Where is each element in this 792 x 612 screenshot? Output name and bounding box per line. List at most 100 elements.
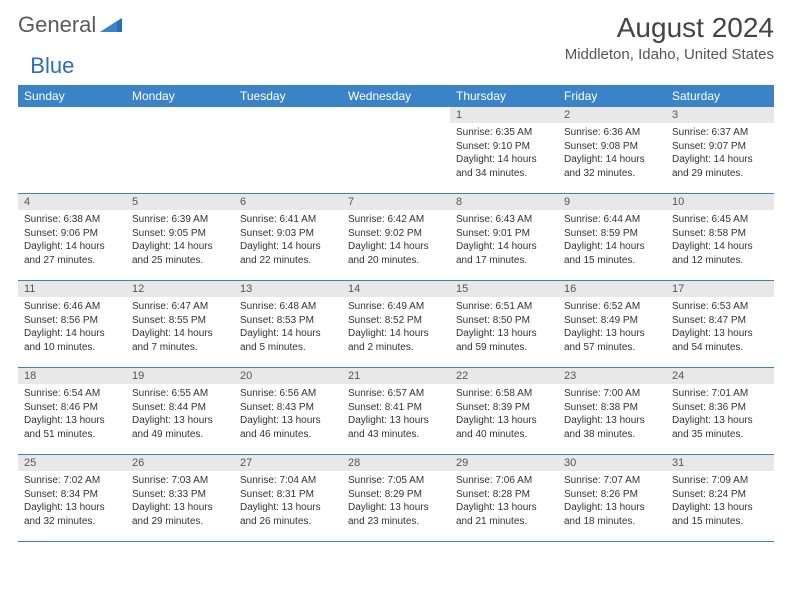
- daylight-text: Daylight: 13 hours and 18 minutes.: [564, 501, 660, 528]
- daylight-text: Daylight: 13 hours and 43 minutes.: [348, 414, 444, 441]
- day-number: 29: [450, 455, 558, 471]
- day-number: 2: [558, 107, 666, 123]
- daylight-text: Daylight: 13 hours and 15 minutes.: [672, 501, 768, 528]
- sunrise-text: Sunrise: 7:00 AM: [564, 387, 660, 401]
- sunrise-text: Sunrise: 6:42 AM: [348, 213, 444, 227]
- sunset-text: Sunset: 8:26 PM: [564, 488, 660, 502]
- day-cell: 30Sunrise: 7:07 AMSunset: 8:26 PMDayligh…: [558, 455, 666, 541]
- day-body: Sunrise: 6:58 AMSunset: 8:39 PMDaylight:…: [450, 384, 558, 444]
- week-row: 11Sunrise: 6:46 AMSunset: 8:56 PMDayligh…: [18, 280, 774, 367]
- daylight-text: Daylight: 14 hours and 25 minutes.: [132, 240, 228, 267]
- day-cell: 14Sunrise: 6:49 AMSunset: 8:52 PMDayligh…: [342, 281, 450, 367]
- day-cell: [126, 107, 234, 193]
- day-cell: [234, 107, 342, 193]
- sunrise-text: Sunrise: 6:36 AM: [564, 126, 660, 140]
- day-cell: 29Sunrise: 7:06 AMSunset: 8:28 PMDayligh…: [450, 455, 558, 541]
- day-cell: 17Sunrise: 6:53 AMSunset: 8:47 PMDayligh…: [666, 281, 774, 367]
- day-body: Sunrise: 7:05 AMSunset: 8:29 PMDaylight:…: [342, 471, 450, 531]
- day-cell: 31Sunrise: 7:09 AMSunset: 8:24 PMDayligh…: [666, 455, 774, 541]
- day-body: Sunrise: 7:04 AMSunset: 8:31 PMDaylight:…: [234, 471, 342, 531]
- day-body: Sunrise: 6:37 AMSunset: 9:07 PMDaylight:…: [666, 123, 774, 183]
- sunset-text: Sunset: 9:02 PM: [348, 227, 444, 241]
- day-number: 9: [558, 194, 666, 210]
- daylight-text: Daylight: 14 hours and 27 minutes.: [24, 240, 120, 267]
- day-number: 16: [558, 281, 666, 297]
- sunset-text: Sunset: 9:05 PM: [132, 227, 228, 241]
- sunset-text: Sunset: 8:52 PM: [348, 314, 444, 328]
- daylight-text: Daylight: 13 hours and 26 minutes.: [240, 501, 336, 528]
- day-number: 30: [558, 455, 666, 471]
- daylight-text: Daylight: 13 hours and 59 minutes.: [456, 327, 552, 354]
- day-header-row: Sunday Monday Tuesday Wednesday Thursday…: [18, 85, 774, 107]
- day-number: 22: [450, 368, 558, 384]
- daylight-text: Daylight: 14 hours and 10 minutes.: [24, 327, 120, 354]
- sunrise-text: Sunrise: 7:04 AM: [240, 474, 336, 488]
- sunset-text: Sunset: 8:43 PM: [240, 401, 336, 415]
- day-number: 21: [342, 368, 450, 384]
- sunset-text: Sunset: 9:10 PM: [456, 140, 552, 154]
- day-cell: 11Sunrise: 6:46 AMSunset: 8:56 PMDayligh…: [18, 281, 126, 367]
- sunset-text: Sunset: 8:49 PM: [564, 314, 660, 328]
- sunrise-text: Sunrise: 6:57 AM: [348, 387, 444, 401]
- day-cell: 13Sunrise: 6:48 AMSunset: 8:53 PMDayligh…: [234, 281, 342, 367]
- sunrise-text: Sunrise: 6:44 AM: [564, 213, 660, 227]
- day-body: Sunrise: 7:02 AMSunset: 8:34 PMDaylight:…: [18, 471, 126, 531]
- day-cell: 16Sunrise: 6:52 AMSunset: 8:49 PMDayligh…: [558, 281, 666, 367]
- daylight-text: Daylight: 13 hours and 35 minutes.: [672, 414, 768, 441]
- day-body: Sunrise: 6:56 AMSunset: 8:43 PMDaylight:…: [234, 384, 342, 444]
- day-cell: 25Sunrise: 7:02 AMSunset: 8:34 PMDayligh…: [18, 455, 126, 541]
- weeks-container: 1Sunrise: 6:35 AMSunset: 9:10 PMDaylight…: [18, 107, 774, 541]
- day-header-tuesday: Tuesday: [234, 85, 342, 107]
- sunrise-text: Sunrise: 6:48 AM: [240, 300, 336, 314]
- daylight-text: Daylight: 14 hours and 5 minutes.: [240, 327, 336, 354]
- day-header-saturday: Saturday: [666, 85, 774, 107]
- day-number: 31: [666, 455, 774, 471]
- daylight-text: Daylight: 14 hours and 2 minutes.: [348, 327, 444, 354]
- day-number: 1: [450, 107, 558, 123]
- day-header-wednesday: Wednesday: [342, 85, 450, 107]
- sunrise-text: Sunrise: 6:37 AM: [672, 126, 768, 140]
- day-cell: 27Sunrise: 7:04 AMSunset: 8:31 PMDayligh…: [234, 455, 342, 541]
- sunset-text: Sunset: 8:58 PM: [672, 227, 768, 241]
- day-cell: 19Sunrise: 6:55 AMSunset: 8:44 PMDayligh…: [126, 368, 234, 454]
- day-body: Sunrise: 6:35 AMSunset: 9:10 PMDaylight:…: [450, 123, 558, 183]
- week-row: 4Sunrise: 6:38 AMSunset: 9:06 PMDaylight…: [18, 193, 774, 280]
- sunset-text: Sunset: 9:07 PM: [672, 140, 768, 154]
- day-cell: 18Sunrise: 6:54 AMSunset: 8:46 PMDayligh…: [18, 368, 126, 454]
- day-body: Sunrise: 7:06 AMSunset: 8:28 PMDaylight:…: [450, 471, 558, 531]
- sunset-text: Sunset: 8:47 PM: [672, 314, 768, 328]
- day-body: Sunrise: 6:57 AMSunset: 8:41 PMDaylight:…: [342, 384, 450, 444]
- day-body: Sunrise: 6:44 AMSunset: 8:59 PMDaylight:…: [558, 210, 666, 270]
- day-number: 10: [666, 194, 774, 210]
- sunrise-text: Sunrise: 6:52 AM: [564, 300, 660, 314]
- day-cell: [342, 107, 450, 193]
- sunset-text: Sunset: 8:53 PM: [240, 314, 336, 328]
- week-row: 25Sunrise: 7:02 AMSunset: 8:34 PMDayligh…: [18, 454, 774, 541]
- day-number: 7: [342, 194, 450, 210]
- sunrise-text: Sunrise: 7:05 AM: [348, 474, 444, 488]
- day-number: 20: [234, 368, 342, 384]
- logo: General: [18, 12, 124, 38]
- sunset-text: Sunset: 8:33 PM: [132, 488, 228, 502]
- day-number: 15: [450, 281, 558, 297]
- sunset-text: Sunset: 8:38 PM: [564, 401, 660, 415]
- sunrise-text: Sunrise: 6:35 AM: [456, 126, 552, 140]
- day-number: 8: [450, 194, 558, 210]
- sunrise-text: Sunrise: 6:56 AM: [240, 387, 336, 401]
- sunset-text: Sunset: 8:28 PM: [456, 488, 552, 502]
- logo-text-blue: Blue: [30, 53, 74, 79]
- sunset-text: Sunset: 8:59 PM: [564, 227, 660, 241]
- day-cell: 22Sunrise: 6:58 AMSunset: 8:39 PMDayligh…: [450, 368, 558, 454]
- sunset-text: Sunset: 8:34 PM: [24, 488, 120, 502]
- day-cell: 20Sunrise: 6:56 AMSunset: 8:43 PMDayligh…: [234, 368, 342, 454]
- day-body: Sunrise: 6:55 AMSunset: 8:44 PMDaylight:…: [126, 384, 234, 444]
- sunrise-text: Sunrise: 6:58 AM: [456, 387, 552, 401]
- day-cell: 24Sunrise: 7:01 AMSunset: 8:36 PMDayligh…: [666, 368, 774, 454]
- sunset-text: Sunset: 8:24 PM: [672, 488, 768, 502]
- day-cell: 21Sunrise: 6:57 AMSunset: 8:41 PMDayligh…: [342, 368, 450, 454]
- day-number: 5: [126, 194, 234, 210]
- day-body: Sunrise: 7:09 AMSunset: 8:24 PMDaylight:…: [666, 471, 774, 531]
- day-cell: 9Sunrise: 6:44 AMSunset: 8:59 PMDaylight…: [558, 194, 666, 280]
- day-number: 24: [666, 368, 774, 384]
- sunset-text: Sunset: 8:46 PM: [24, 401, 120, 415]
